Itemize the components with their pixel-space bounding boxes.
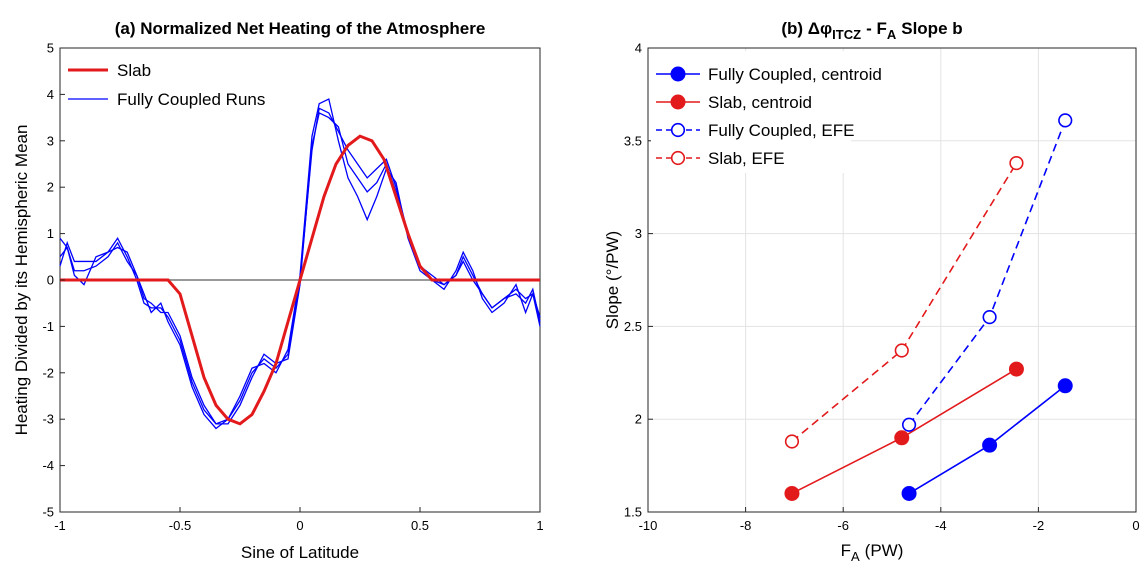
panel-a-y-tick-label: 5 bbox=[47, 41, 54, 56]
panel-a-legend-slab-label: Slab bbox=[117, 61, 151, 80]
panel-b-data-point bbox=[784, 434, 800, 449]
panel-a-x-tick-label: 0.5 bbox=[411, 518, 429, 533]
panel-a-y-tick-label: -1 bbox=[42, 319, 54, 334]
panel-b-legend-marker-1 bbox=[670, 94, 686, 110]
panel-b-data-point bbox=[1057, 378, 1073, 394]
panel-b-y-tick-label: 2.5 bbox=[624, 319, 642, 334]
panel-b-data-point bbox=[784, 485, 800, 501]
panel-a-slab-line bbox=[60, 134, 540, 426]
panel-a-x-axis-label: Sine of Latitude bbox=[241, 543, 359, 562]
panel-b-series-0 bbox=[901, 378, 1073, 501]
panel-b-series-1 bbox=[784, 361, 1024, 501]
panel-b-data-point bbox=[982, 437, 998, 453]
panel-b-y-ticks: 1.5 2 2.5 3 3.5 4 bbox=[624, 41, 653, 520]
panel-a-legend-coupled-label: Fully Coupled Runs bbox=[117, 90, 265, 109]
panel-b-data-point bbox=[894, 430, 910, 446]
panel-b-data-point bbox=[894, 343, 909, 358]
panel-a-x-ticks: -1 -0.5 0 0.5 1 bbox=[54, 507, 544, 533]
panel-a-legend: Slab Fully Coupled Runs bbox=[68, 61, 265, 109]
panel-a-coupled-runs bbox=[59, 98, 541, 430]
panel-b-data-point bbox=[982, 310, 997, 325]
panel-b-x-tick-label: -2 bbox=[1033, 518, 1045, 533]
panel-b-legend-label-0: Fully Coupled, centroid bbox=[708, 65, 882, 84]
panel-b-legend-label-1: Slab, centroid bbox=[708, 93, 812, 112]
panel-a-plot-area: -1 -0.5 0 0.5 1 -5 -4 -3 -2 -1 0 1 2 3 4 5 bbox=[42, 41, 543, 534]
panel-b-data-point bbox=[1009, 155, 1024, 171]
panel-a-x-tick-label: -0.5 bbox=[169, 518, 191, 533]
panel-b-title: (b) ΔφITCZ - FA Slope b bbox=[781, 19, 962, 42]
panel-b-data-point bbox=[1008, 361, 1024, 377]
panel-b-series-2 bbox=[901, 113, 1073, 432]
panel-b-legend-marker-2 bbox=[670, 122, 686, 138]
panel-a: (a) Normalized Net Heating of the Atmosp… bbox=[12, 19, 544, 562]
panel-a-title: (a) Normalized Net Heating of the Atmosp… bbox=[115, 19, 486, 38]
panel-a-y-tick-label: 0 bbox=[47, 273, 54, 288]
panel-b-y-tick-label: 4 bbox=[635, 41, 642, 56]
panel-b-legend-marker-3 bbox=[670, 150, 686, 166]
panel-a-y-tick-label: 1 bbox=[47, 226, 54, 241]
panel-b-legend: Fully Coupled, centroid Slab, centroid F… bbox=[651, 51, 882, 173]
panel-a-y-ticks: -5 -4 -3 -2 -1 0 1 2 3 4 5 bbox=[42, 41, 65, 520]
panel-b-data-point bbox=[1058, 113, 1073, 128]
panel-b-x-tick-label: -10 bbox=[639, 518, 658, 533]
panel-b-x-tick-label: -8 bbox=[740, 518, 752, 533]
panel-b-series-line-3 bbox=[791, 162, 1018, 443]
panel-a-y-tick-label: 2 bbox=[47, 180, 54, 195]
panel-b-y-tick-label: 3 bbox=[635, 226, 642, 241]
panel-a-x-tick-label: -1 bbox=[54, 518, 66, 533]
panel-b-legend-marker-0 bbox=[670, 66, 686, 82]
panel-b-legend-label-2: Fully Coupled, EFE bbox=[708, 121, 854, 140]
panel-a-y-tick-label: 4 bbox=[47, 87, 54, 102]
panel-b-legend-marks bbox=[656, 66, 700, 166]
panel-a-y-tick-label: -4 bbox=[42, 458, 54, 473]
panel-a-x-tick-label: 1 bbox=[536, 518, 543, 533]
panel-b-legend-label-3: Slab, EFE bbox=[708, 149, 785, 168]
panel-a-y-tick-label: -2 bbox=[42, 365, 54, 380]
panel-b-y-tick-label: 1.5 bbox=[624, 505, 642, 520]
panel-b-series bbox=[784, 113, 1073, 501]
panel-a-y-axis-label: Heating Divided by its Hemispheric Mean bbox=[12, 125, 31, 436]
panel-a-y-tick-label: -5 bbox=[42, 505, 54, 520]
panel-b-axes-frame bbox=[647, 47, 1137, 513]
panel-b-y-tick-label: 3.5 bbox=[624, 133, 642, 148]
panel-b: (b) ΔφITCZ - FA Slope b -10 -8 -6 -4 -2 0 1.5 2 2… bbox=[603, 19, 1140, 564]
panel-a-x-tick-label: 0 bbox=[296, 518, 303, 533]
panel-b-x-tick-label: -6 bbox=[837, 518, 849, 533]
panel-a-coupled-run-line-2 bbox=[59, 98, 541, 430]
panel-b-data-point bbox=[901, 485, 917, 501]
panel-b-x-tick-label: 0 bbox=[1132, 518, 1139, 533]
panel-b-y-axis-label: Slope (°/PW) bbox=[603, 231, 622, 329]
panel-a-y-tick-label: 3 bbox=[47, 133, 54, 148]
panel-b-x-tick-label: -4 bbox=[935, 518, 947, 533]
panel-b-x-axis-label: FA (PW) bbox=[841, 541, 904, 564]
panel-a-y-tick-label: -3 bbox=[42, 412, 54, 427]
panel-b-series-3 bbox=[784, 155, 1024, 449]
panel-a-coupled-run-line-3 bbox=[59, 112, 541, 425]
panel-b-data-point bbox=[901, 417, 917, 432]
panel-b-y-tick-label: 2 bbox=[635, 412, 642, 427]
